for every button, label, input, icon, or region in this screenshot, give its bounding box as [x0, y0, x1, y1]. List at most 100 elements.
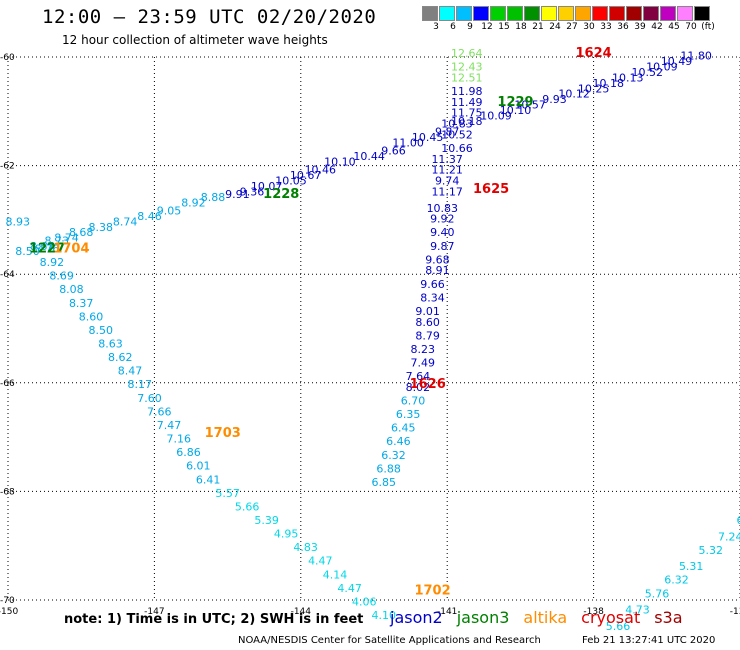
- swh-value: 12.43: [451, 61, 483, 74]
- swh-value: 4.47: [337, 582, 362, 595]
- swh-value: 8.47: [118, 365, 143, 378]
- colorbar-label: 70: [685, 22, 697, 32]
- colorbar-label: 18: [515, 22, 527, 32]
- colorbar-swatch: [473, 6, 489, 21]
- swh-value: 4.10: [372, 609, 397, 622]
- lon-tick-label: -141: [437, 607, 457, 617]
- swh-value: 6.86: [176, 446, 201, 459]
- swh-value: 8.92: [40, 256, 65, 269]
- swh-value: 10.66: [441, 142, 473, 155]
- swh-value: 11.49: [451, 96, 483, 109]
- swh-value: 10.45: [412, 131, 444, 144]
- swh-value: 9.87: [435, 126, 460, 139]
- colorbar-label: 3: [433, 22, 439, 32]
- colorbar-label: 27: [566, 22, 578, 32]
- swh-value: 7.49: [411, 357, 436, 370]
- colorbar-swatch: [592, 6, 608, 21]
- legend-altika: altika: [523, 608, 568, 627]
- swh-value: 8.88: [201, 191, 226, 204]
- swh-value: 8.69: [49, 270, 74, 283]
- swh-value: 4.83: [293, 541, 318, 554]
- swh-value: 10.13: [612, 71, 644, 84]
- swh-value: 10.10: [500, 104, 532, 117]
- swh-value: 9.05: [157, 204, 182, 217]
- swh-value: 8.93: [6, 215, 31, 228]
- swh-value: 8.50: [88, 324, 113, 337]
- generated-timestamp: Feb 21 13:27:41 UTC 2020: [582, 635, 716, 646]
- swh-value: 6.46: [386, 435, 411, 448]
- lat-tick-label: -62: [0, 162, 15, 172]
- swh-value: 8.74: [54, 232, 79, 245]
- swh-value: 5.32: [698, 544, 723, 557]
- colorbar-label: 15: [498, 22, 510, 32]
- swh-value: 6.70: [401, 395, 426, 408]
- pass-time-label: 1702: [414, 584, 450, 599]
- page-subtitle: 12 hour collection of altimeter wave hei…: [62, 33, 328, 47]
- swh-value: 4.14: [323, 568, 348, 581]
- swh-value: 9.66: [420, 278, 445, 291]
- swh-value: 8.17: [128, 378, 153, 391]
- swh-value: 10.18: [592, 77, 624, 90]
- swh-value: 8.74: [113, 215, 138, 228]
- swh-value: 9.74: [435, 175, 460, 188]
- swh-value: 10.10: [324, 156, 356, 169]
- swh-value: 4.95: [274, 528, 299, 541]
- colorbar-swatch: [643, 6, 659, 21]
- swh-value: 10.44: [353, 150, 385, 163]
- swh-value: 8.92: [181, 196, 206, 209]
- swh-value: 10.46: [305, 164, 337, 177]
- colorbar-label: 42: [651, 22, 663, 32]
- swh-value: 8.67: [30, 240, 55, 253]
- colorbar-swatch: [626, 6, 642, 21]
- swh-value: 6.32: [381, 449, 406, 462]
- swh-value: 11.98: [451, 85, 483, 98]
- pass-time-label: 1624: [576, 46, 612, 61]
- swh-value: 8.50: [15, 245, 40, 258]
- swh-value: 8.68: [69, 226, 94, 239]
- swh-value: 8.91: [425, 264, 450, 277]
- swh-value: 10.18: [451, 115, 483, 128]
- colorbar-swatch: [677, 6, 693, 21]
- swh-value: 8.08: [59, 283, 84, 296]
- colorbar-swatch: [575, 6, 591, 21]
- lon-tick-label: -138: [583, 607, 604, 617]
- pass-time-label: 1625: [473, 182, 509, 197]
- swh-value: 9.40: [430, 226, 455, 239]
- colorbar-swatch: [660, 6, 676, 21]
- colorbar-swatch: [541, 6, 557, 21]
- colorbar-label: (ft): [701, 22, 715, 32]
- swh-value: 10.52: [632, 66, 664, 79]
- colorbar-swatch: [422, 6, 438, 21]
- pass-time-label: 1703: [205, 426, 241, 441]
- swh-value: 10.83: [441, 118, 473, 131]
- swh-value: 7.60: [137, 392, 162, 405]
- swh-value: 6.35: [396, 408, 421, 421]
- swh-value: 5.76: [645, 587, 670, 600]
- lon-tick-label: -135: [730, 607, 740, 617]
- credit-line: NOAA/NESDIS Center for Satellite Applica…: [238, 635, 541, 646]
- pass-time-label: 1227: [29, 241, 65, 256]
- swh-value: 7.66: [147, 405, 172, 418]
- swh-value: 10.09: [480, 109, 512, 122]
- colorbar-swatch: [507, 6, 523, 21]
- lat-tick-label: -60: [0, 53, 15, 63]
- swh-value: 10.05: [275, 175, 307, 188]
- swh-value: 12.51: [451, 71, 483, 84]
- swh-value: 10.25: [578, 82, 610, 95]
- colorbar-label: 12: [481, 22, 493, 32]
- swh-value: 8.63: [98, 338, 123, 351]
- swh-value: 8.62: [108, 351, 133, 364]
- colorbar-label: 6: [450, 22, 456, 32]
- colorbar-label: 9: [467, 22, 473, 32]
- swh-value: 9.66: [381, 145, 406, 158]
- swh-value: 11.17: [431, 185, 463, 198]
- swh-colorbar-labels: 3 6 9 12 15 18 21 24 27 30 33 36 39 42 45 70 (ft): [422, 22, 740, 34]
- swh-value: 8.37: [69, 297, 94, 310]
- legend-cryosat: cryosat: [581, 608, 641, 627]
- swh-value: 4.47: [308, 555, 333, 568]
- swh-value: 9.01: [415, 305, 440, 318]
- pass-time-label: 1228: [263, 187, 299, 202]
- swh-value: 12.64: [451, 47, 483, 60]
- swh-value: 5.66: [606, 620, 631, 633]
- swh-value: 10.12: [558, 88, 590, 101]
